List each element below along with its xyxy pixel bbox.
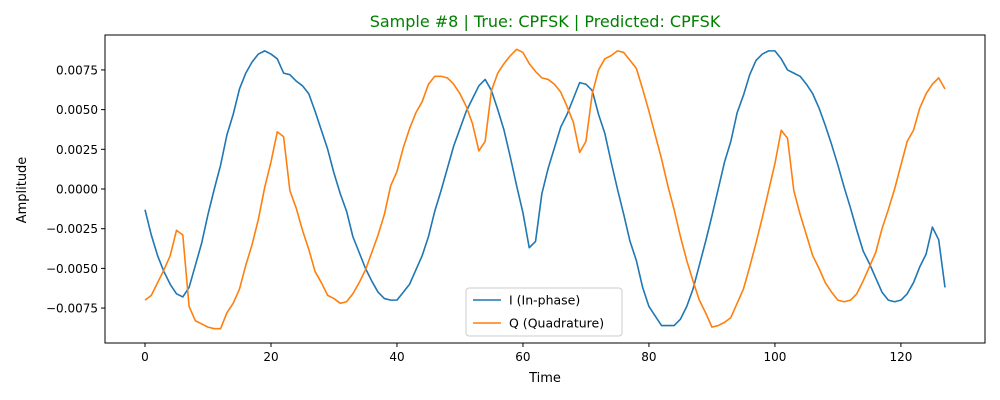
x-tick-label: 120: [889, 350, 912, 364]
chart-title: Sample #8 | True: CPFSK | Predicted: CPF…: [370, 12, 721, 31]
y-axis-label: Amplitude: [15, 157, 30, 224]
x-tick-label: 0: [141, 350, 149, 364]
x-tick-label: 60: [515, 350, 530, 364]
x-axis-label: Time: [528, 371, 561, 386]
x-tick-label: 100: [763, 350, 786, 364]
x-tick-label: 80: [641, 350, 656, 364]
x-tick-label: 20: [263, 350, 278, 364]
y-tick-label: 0.0000: [56, 183, 98, 197]
legend-label-i: I (In-phase): [509, 293, 580, 308]
legend: I (In-phase) Q (Quadrature): [465, 287, 623, 337]
y-tick-label: 0.0075: [56, 63, 98, 77]
plot-lines: [144, 48, 946, 330]
y-tick-label: −0.0075: [46, 302, 98, 316]
x-axis-ticks: 0 20 40 60 80 100 120: [141, 343, 912, 364]
legend-box: [465, 287, 623, 337]
y-tick-label: −0.0050: [46, 262, 98, 276]
y-tick-label: 0.0025: [56, 143, 98, 157]
y-tick-label: 0.0050: [56, 103, 98, 117]
y-tick-label: −0.0025: [46, 222, 98, 236]
series-line-0: [144, 50, 946, 327]
legend-label-q: Q (Quadrature): [509, 316, 604, 331]
y-axis-ticks: −0.0075 −0.0050 −0.0025 0.0000 0.0025 0.0050 0…: [46, 63, 105, 316]
x-tick-label: 40: [389, 350, 404, 364]
series-line-1: [144, 48, 946, 330]
